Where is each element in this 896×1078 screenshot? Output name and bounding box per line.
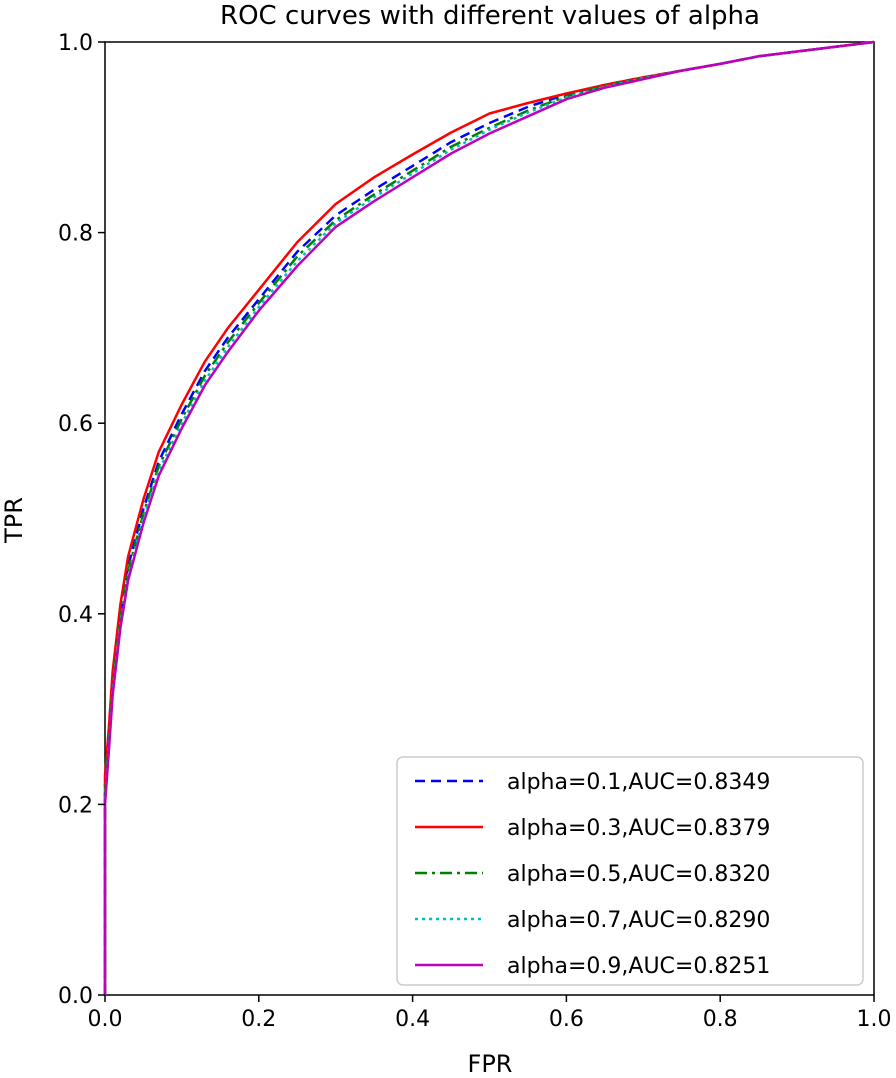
legend-label: alpha=0.1,AUC=0.8349 bbox=[507, 770, 770, 795]
y-tick-label: 0.2 bbox=[58, 793, 93, 818]
y-axis-label: TPR bbox=[0, 497, 28, 544]
x-tick-label: 0.4 bbox=[395, 1007, 430, 1032]
legend-label: alpha=0.7,AUC=0.8290 bbox=[507, 908, 770, 933]
x-axis-ticks: 0.0 0.2 0.4 0.6 0.8 1.0 bbox=[88, 995, 892, 1032]
x-tick-label: 0.0 bbox=[88, 1007, 123, 1032]
chart-title: ROC curves with different values of alph… bbox=[220, 1, 760, 31]
legend-box bbox=[396, 756, 864, 986]
x-tick-label: 0.8 bbox=[703, 1007, 738, 1032]
axes-frame bbox=[104, 41, 875, 996]
x-tick-label: 0.2 bbox=[241, 1007, 276, 1032]
x-axis-label: FPR bbox=[468, 1050, 513, 1078]
x-tick-label: 0.6 bbox=[549, 1007, 584, 1032]
series-line-5 bbox=[103, 40, 875, 995]
x-tick-label: 1.0 bbox=[857, 1007, 892, 1032]
y-tick-label: 1.0 bbox=[58, 31, 93, 56]
legend: alpha=0.1,AUC=0.8349 alpha=0.3,AUC=0.8379… bbox=[396, 756, 864, 986]
y-tick-label: 0.4 bbox=[58, 603, 93, 628]
legend-label: alpha=0.9,AUC=0.8251 bbox=[507, 954, 770, 979]
y-tick-label: 0.0 bbox=[58, 984, 93, 1009]
y-tick-label: 0.6 bbox=[58, 412, 93, 437]
legend-label: alpha=0.5,AUC=0.8320 bbox=[507, 862, 770, 887]
plot-area bbox=[103, 40, 875, 996]
y-tick-label: 0.8 bbox=[58, 222, 93, 247]
y-axis-ticks: 0.0 0.2 0.4 0.6 0.8 1.0 bbox=[58, 31, 105, 1009]
legend-label: alpha=0.3,AUC=0.8379 bbox=[507, 816, 770, 841]
